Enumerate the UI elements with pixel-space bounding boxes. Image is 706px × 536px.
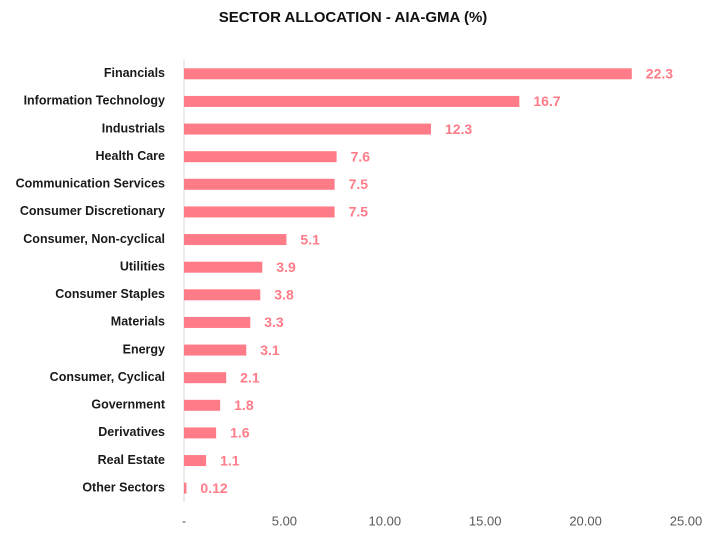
- chart-title: SECTOR ALLOCATION - AIA-GMA (%): [219, 9, 488, 26]
- y-tick-label: Government: [91, 398, 165, 412]
- bar: [184, 289, 261, 301]
- bar: [184, 482, 187, 494]
- data-label: 3.9: [276, 259, 296, 275]
- data-label: 7.5: [349, 204, 369, 220]
- bar: [184, 68, 632, 80]
- y-tick-label: Industrials: [102, 121, 165, 135]
- data-label: 1.1: [220, 452, 240, 468]
- y-tick-label: Consumer, Non-cyclical: [23, 232, 165, 246]
- bar: [184, 95, 520, 107]
- data-label: 2.1: [240, 369, 260, 385]
- y-tick-label: Utilities: [120, 259, 165, 273]
- x-tick-label: 20.00: [569, 513, 602, 528]
- y-tick-label: Financials: [104, 66, 165, 80]
- data-label: 12.3: [445, 121, 472, 137]
- y-tick-label: Information Technology: [24, 94, 165, 108]
- data-label: 7.5: [349, 176, 369, 192]
- data-label: 3.8: [274, 287, 294, 303]
- x-tick-label: 5.00: [272, 513, 297, 528]
- bar: [184, 206, 335, 218]
- bar: [184, 399, 221, 411]
- y-tick-label: Energy: [123, 342, 165, 356]
- bar: [184, 427, 217, 439]
- bar: [184, 344, 247, 356]
- data-label: 22.3: [646, 66, 673, 82]
- bar: [184, 234, 287, 246]
- data-label: 3.3: [264, 314, 284, 330]
- y-tick-label: Consumer Discretionary: [20, 204, 165, 218]
- x-tick-label: -: [182, 513, 186, 528]
- bar: [184, 316, 251, 328]
- data-label: 3.1: [260, 342, 280, 358]
- x-tick-label: 15.00: [469, 513, 502, 528]
- bar: [184, 151, 337, 163]
- y-tick-label: Other Sectors: [82, 480, 165, 494]
- data-label: 0.12: [200, 480, 227, 496]
- y-tick-label: Health Care: [96, 149, 166, 163]
- bar: [184, 372, 227, 384]
- data-label: 16.7: [533, 93, 560, 109]
- data-label: 5.1: [300, 231, 320, 247]
- y-tick-label: Consumer Staples: [55, 287, 165, 301]
- y-tick-label: Communication Services: [16, 177, 165, 191]
- bar: [184, 178, 335, 190]
- data-label: 7.6: [351, 148, 371, 164]
- bar: [184, 261, 263, 273]
- data-label: 1.8: [234, 397, 254, 413]
- x-tick-label: 10.00: [369, 513, 402, 528]
- bar: [184, 123, 431, 135]
- y-tick-label: Materials: [111, 315, 165, 329]
- y-tick-label: Derivatives: [98, 425, 165, 439]
- bar: [184, 455, 207, 467]
- y-tick-label: Real Estate: [98, 453, 165, 467]
- y-tick-label: Consumer, Cyclical: [50, 370, 165, 384]
- data-label: 1.6: [230, 425, 250, 441]
- x-tick-label: 25.00: [670, 513, 703, 528]
